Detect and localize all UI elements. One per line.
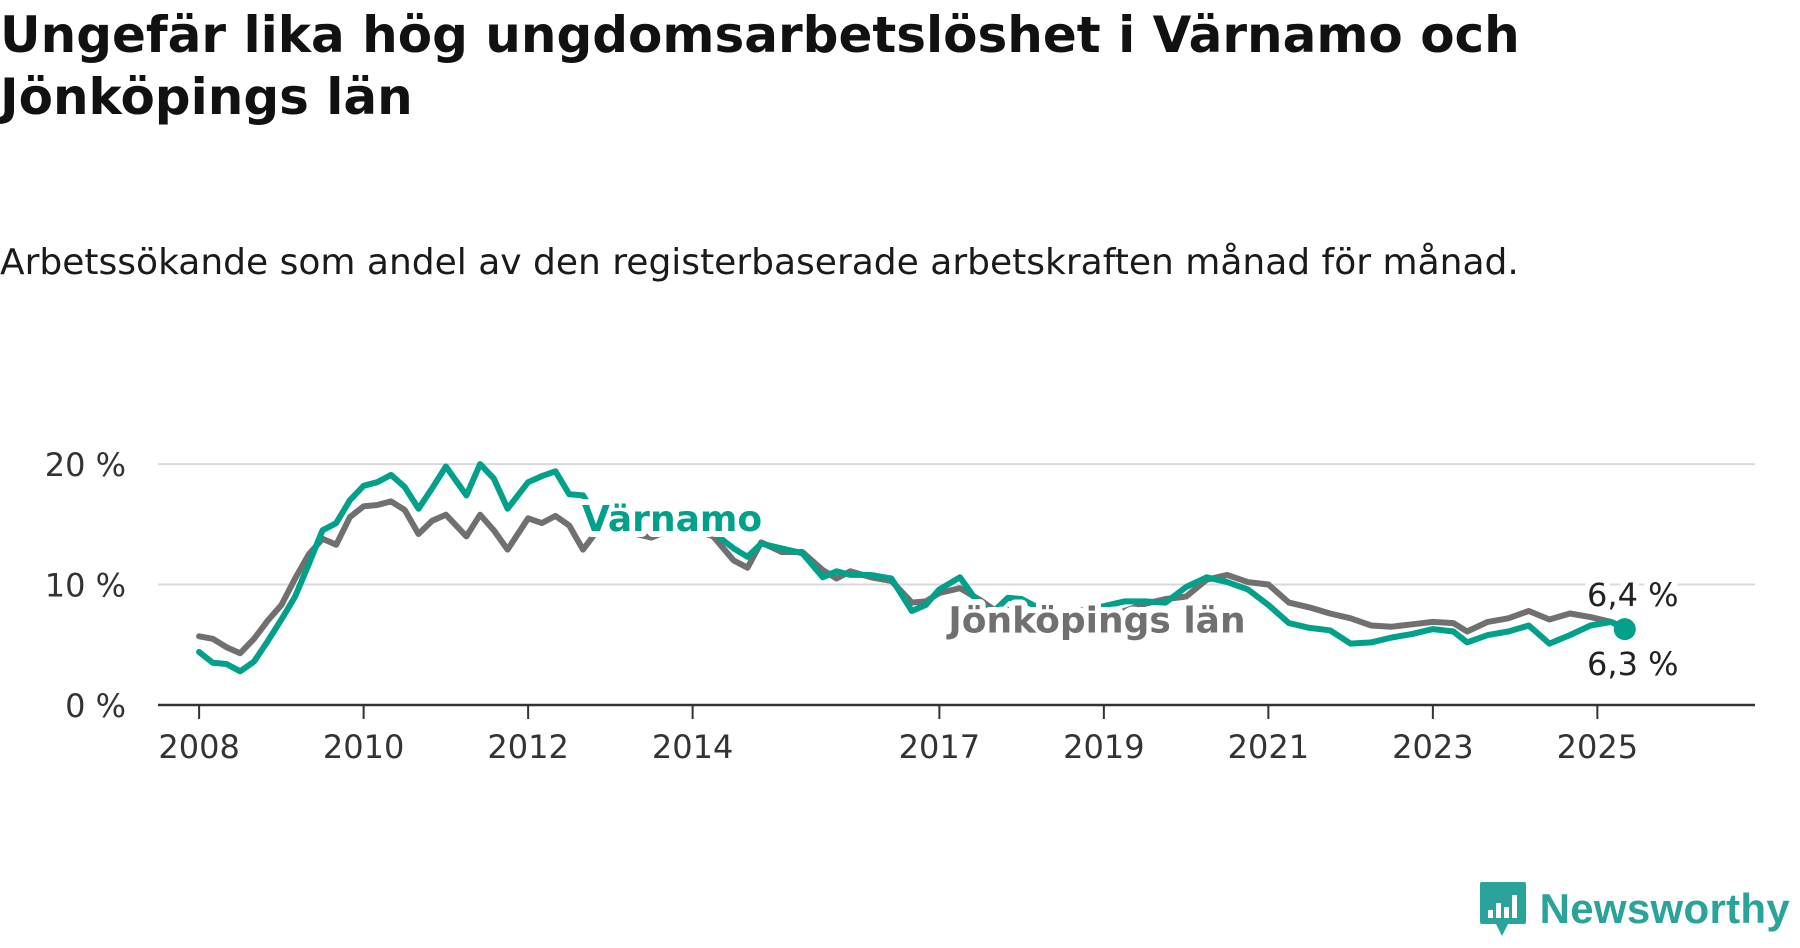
series-label-jonkoping-halo: Jönköpings län (945, 601, 1245, 642)
brand-name: Newsworthy (1539, 885, 1790, 932)
x-tick-label: 2025 (1557, 728, 1638, 766)
x-axis: 2008 2010 2012 2014 2017 2019 2021 2023 2025 (158, 705, 1638, 766)
chart-title: Ungefär lika hög ungdomsarbetslöshet i V… (0, 6, 1520, 126)
x-tick-label: 2017 (899, 728, 980, 766)
x-tick-label: 2019 (1063, 728, 1144, 766)
series-label-varnamo: Värnamo (582, 499, 762, 540)
x-tick-label: 2012 (487, 728, 568, 766)
x-tick-label: 2008 (158, 728, 239, 766)
end-value-varnamo-halo: 6,3 % (1587, 645, 1678, 683)
series-lines (196, 461, 1636, 675)
newsworthy-chat-bar-icon (1479, 882, 1526, 936)
series-label-varnamo-halo: Värnamo (582, 499, 762, 540)
y-tick-label: 0 % (65, 687, 126, 725)
line-chart: 0 % 10 % 20 % 2008 2010 2012 2014 2017 2019 2021… (45, 446, 1755, 766)
series-label-jonkoping: Jönköpings län (945, 601, 1245, 642)
end-point-marker (1613, 618, 1636, 641)
gridlines (158, 463, 1755, 707)
series-line-varnamo (196, 461, 1628, 675)
chart-subtitle: Arbetssökande som andel av den registerb… (0, 242, 1519, 283)
y-tick-label: 10 % (45, 567, 126, 605)
series-line-jonkoping (196, 498, 1628, 657)
end-value-varnamo: 6,3 % (1587, 645, 1678, 683)
x-tick-label: 2021 (1228, 728, 1309, 766)
end-value-jonkoping: 6,4 % (1587, 576, 1678, 614)
brand-logo[interactable]: Newsworthy (1478, 880, 1790, 938)
x-tick-label: 2023 (1392, 728, 1473, 766)
y-axis: 0 % 10 % 20 % (45, 446, 126, 725)
end-value-jonkoping-halo: 6,4 % (1587, 576, 1678, 614)
x-tick-label: 2014 (652, 728, 733, 766)
y-tick-label: 20 % (45, 446, 126, 484)
x-tick-label: 2010 (323, 728, 404, 766)
